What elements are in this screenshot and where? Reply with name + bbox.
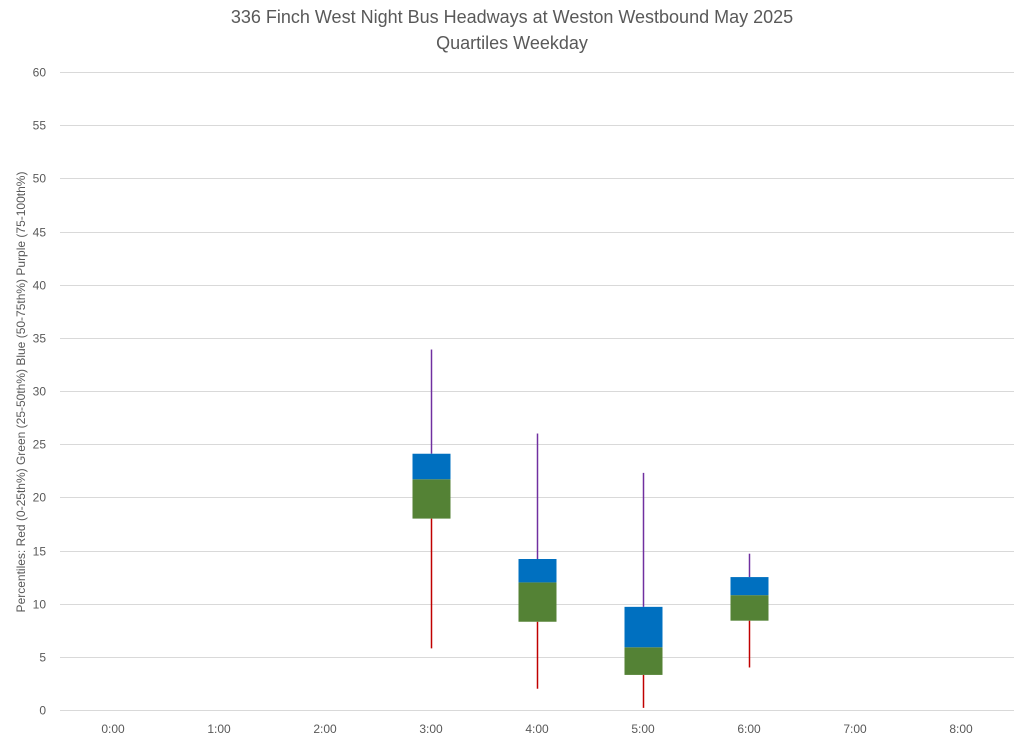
upper-box: [624, 606, 663, 648]
y-tick-label: 0: [39, 704, 46, 718]
x-tick-label: 8:00: [949, 722, 973, 736]
x-tick-label: 3:00: [419, 722, 443, 736]
lower-box: [624, 647, 663, 675]
y-tick-label: 40: [33, 279, 47, 293]
x-tick-label: 5:00: [631, 722, 655, 736]
x-tick-label: 1:00: [207, 722, 231, 736]
box-6-00: [730, 553, 769, 668]
y-tick-label: 55: [33, 119, 47, 133]
boxes: [412, 349, 769, 708]
y-tick-label: 60: [33, 66, 47, 80]
x-tick-label: 4:00: [525, 722, 549, 736]
x-tick-label: 2:00: [313, 722, 337, 736]
y-axis-ticks: 0 5 10 15 20 25 30 35 40 45 50 55 60: [33, 66, 47, 718]
lower-box: [518, 582, 557, 622]
y-tick-label: 15: [33, 545, 47, 559]
y-tick-label: 5: [39, 651, 46, 665]
y-tick-label: 20: [33, 491, 47, 505]
box-3-00: [412, 349, 451, 649]
upper-box: [518, 559, 557, 583]
y-tick-label: 10: [33, 598, 47, 612]
y-tick-label: 35: [33, 332, 47, 346]
x-tick-label: 6:00: [737, 722, 761, 736]
y-tick-label: 50: [33, 172, 47, 186]
x-axis-ticks: 0:00 1:00 2:00 3:00 4:00 5:00 6:00 7:00 8:00: [101, 722, 973, 736]
x-tick-label: 7:00: [843, 722, 867, 736]
box-4-00: [518, 433, 557, 689]
x-tick-label: 0:00: [101, 722, 125, 736]
y-tick-label: 25: [33, 438, 47, 452]
y-tick-label: 30: [33, 385, 47, 399]
lower-box: [730, 595, 769, 621]
chart-title: 336 Finch West Night Bus Headways at Wes…: [231, 7, 793, 27]
chart-subtitle: Quartiles Weekday: [436, 33, 588, 53]
upper-box: [730, 577, 769, 596]
box-5-00: [624, 472, 663, 708]
upper-box: [412, 453, 451, 480]
y-tick-label: 45: [33, 226, 47, 240]
lower-box: [412, 479, 451, 519]
y-axis-label: Percentiles: Red (0-25th%) Green (25-50t…: [14, 172, 28, 613]
